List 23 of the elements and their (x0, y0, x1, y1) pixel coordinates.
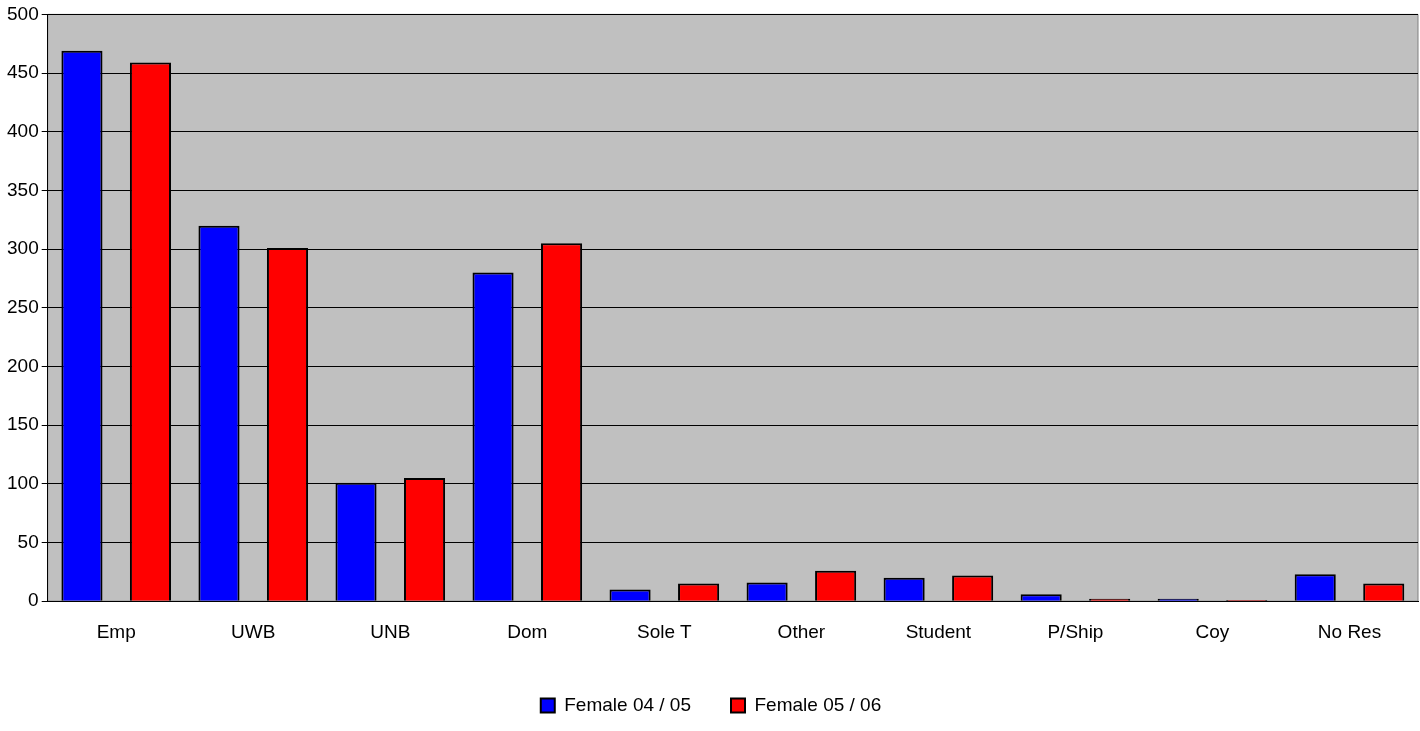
y-tick-label: 400 (7, 119, 39, 141)
y-tick-label: 350 (7, 178, 39, 200)
y-tick-label: 150 (7, 413, 39, 435)
x-tick-label: Emp (96, 620, 136, 642)
legend-label: Female 04 / 05 (564, 693, 692, 715)
legend-label: Female 05 / 06 (754, 693, 882, 715)
x-tick-label: UWB (231, 620, 276, 642)
y-tick-label: 450 (7, 61, 39, 83)
y-tick-label: 500 (7, 2, 39, 24)
y-tick-label: 300 (7, 237, 39, 259)
x-tick-label: No Res (1317, 620, 1382, 642)
x-tick-label: UNB (370, 620, 411, 642)
x-tick-label: Coy (1195, 620, 1230, 642)
x-tick-label: Dom (507, 620, 548, 642)
y-tick-label: 0 (28, 589, 39, 611)
y-tick-label: 50 (17, 530, 39, 552)
y-tick-label: 100 (7, 472, 39, 494)
y-tick-label: 250 (7, 296, 39, 318)
x-tick-label: Sole T (637, 620, 693, 642)
x-tick-label: P/Ship (1047, 620, 1104, 642)
y-tick-label: 200 (7, 354, 39, 376)
x-tick-label: Student (905, 620, 972, 642)
x-tick-label: Other (777, 620, 826, 642)
